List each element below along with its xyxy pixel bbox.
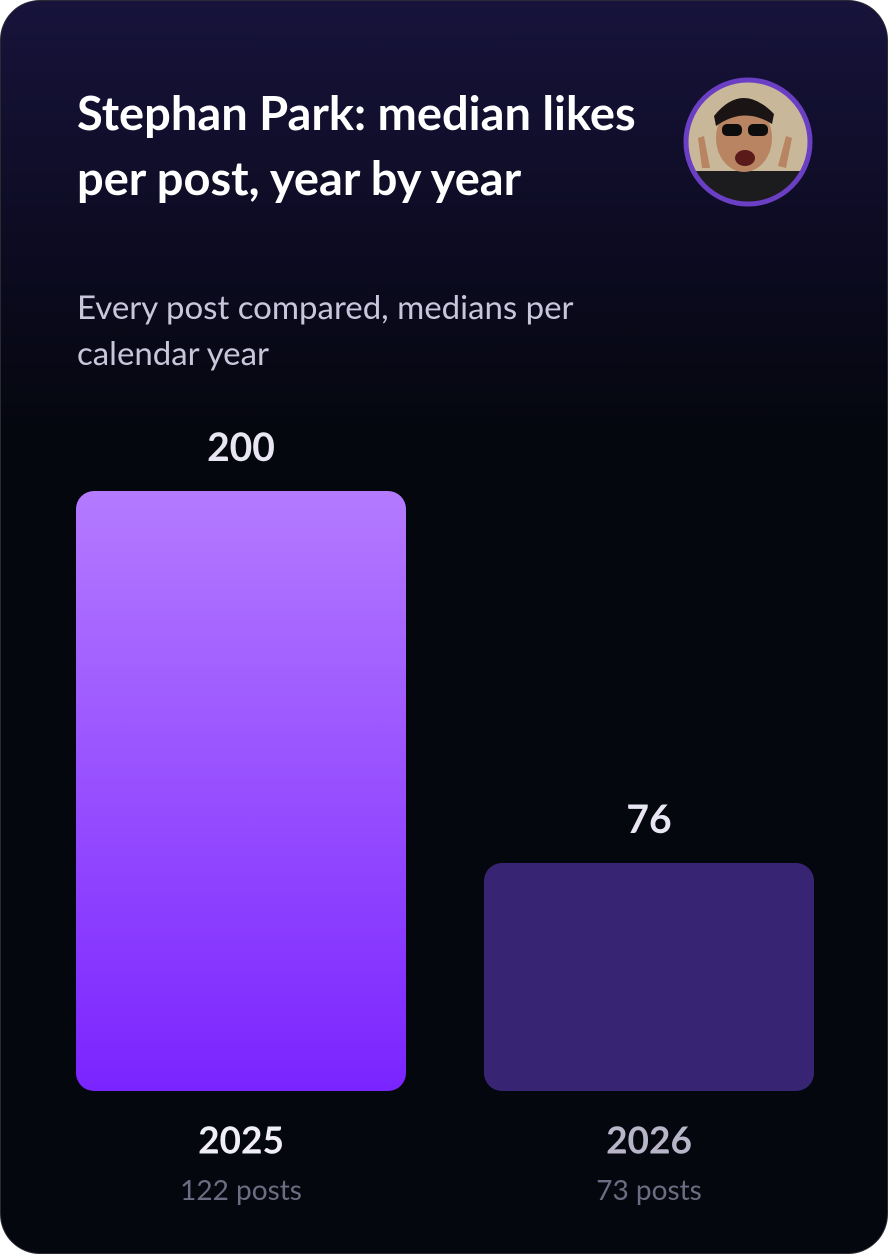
bar — [76, 491, 406, 1091]
post-count: 73 posts — [596, 1172, 702, 1206]
chart-subtitle: Every post compared, medians per calenda… — [77, 287, 573, 373]
chart-title: Stephan Park: median likes per post, yea… — [77, 85, 636, 206]
x-tick-label: 2025 — [198, 1116, 284, 1161]
post-count: 122 posts — [180, 1172, 302, 1206]
value-label: 76 — [626, 796, 671, 842]
x-tick-label: 2026 — [606, 1116, 692, 1161]
bar — [484, 863, 814, 1091]
value-label: 200 — [207, 424, 275, 470]
avatar — [683, 77, 813, 207]
